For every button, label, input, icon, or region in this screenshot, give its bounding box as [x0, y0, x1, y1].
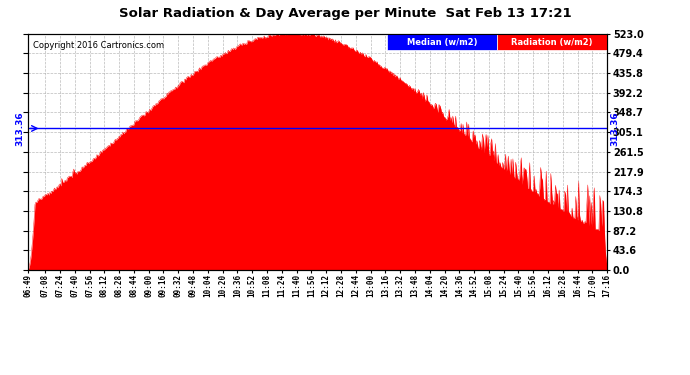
- Text: Copyright 2016 Cartronics.com: Copyright 2016 Cartronics.com: [33, 41, 164, 50]
- Text: 313.36: 313.36: [610, 111, 619, 146]
- Text: Solar Radiation & Day Average per Minute  Sat Feb 13 17:21: Solar Radiation & Day Average per Minute…: [119, 8, 571, 21]
- Bar: [387, 34, 497, 50]
- Text: Radiation (w/m2): Radiation (w/m2): [511, 38, 593, 46]
- Text: Median (w/m2): Median (w/m2): [407, 38, 477, 46]
- Bar: [497, 34, 607, 50]
- Text: 313.36: 313.36: [16, 111, 25, 146]
